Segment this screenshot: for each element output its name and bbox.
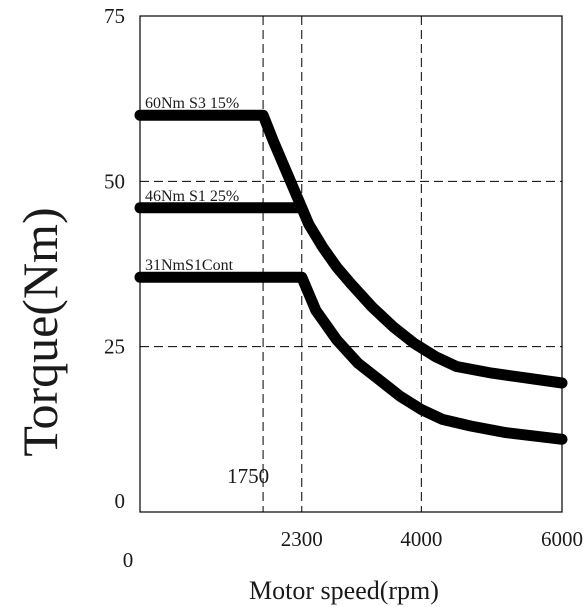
y-tick-label-50: 50 [104, 169, 125, 193]
x-tick-label-4000: 4000 [400, 527, 442, 551]
series-label-2: 46Nm S1 25% [145, 188, 239, 205]
x-tick-label-6000: 6000 [541, 527, 583, 551]
series-line-1 [134, 109, 568, 389]
y-tick-label-75: 75 [104, 4, 125, 28]
series-line-3 [134, 271, 568, 445]
y-tick-label-0: 0 [115, 489, 126, 513]
x-tick-label-0: 0 [123, 548, 134, 572]
series-label-3: 31NmS1Cont [145, 257, 234, 274]
plot-frame [139, 15, 563, 513]
y-axis-label: Torque(Nm) [12, 207, 68, 456]
reference-label-1750: 1750 [227, 464, 269, 488]
tick-labels: 0 25 50 75 0 2300 4000 6000 [104, 4, 583, 572]
curves [134, 109, 568, 445]
series-label-1: 60Nm S3 15% [145, 95, 239, 112]
y-tick-label-25: 25 [104, 335, 125, 359]
annotations: 60Nm S3 15% 46Nm S1 25% 31NmS1Cont 1750 [145, 95, 269, 488]
grid-lines [140, 16, 562, 512]
x-tick-label-2300: 2300 [281, 527, 323, 551]
x-axis-label: Motor speed(rpm) [249, 576, 439, 605]
